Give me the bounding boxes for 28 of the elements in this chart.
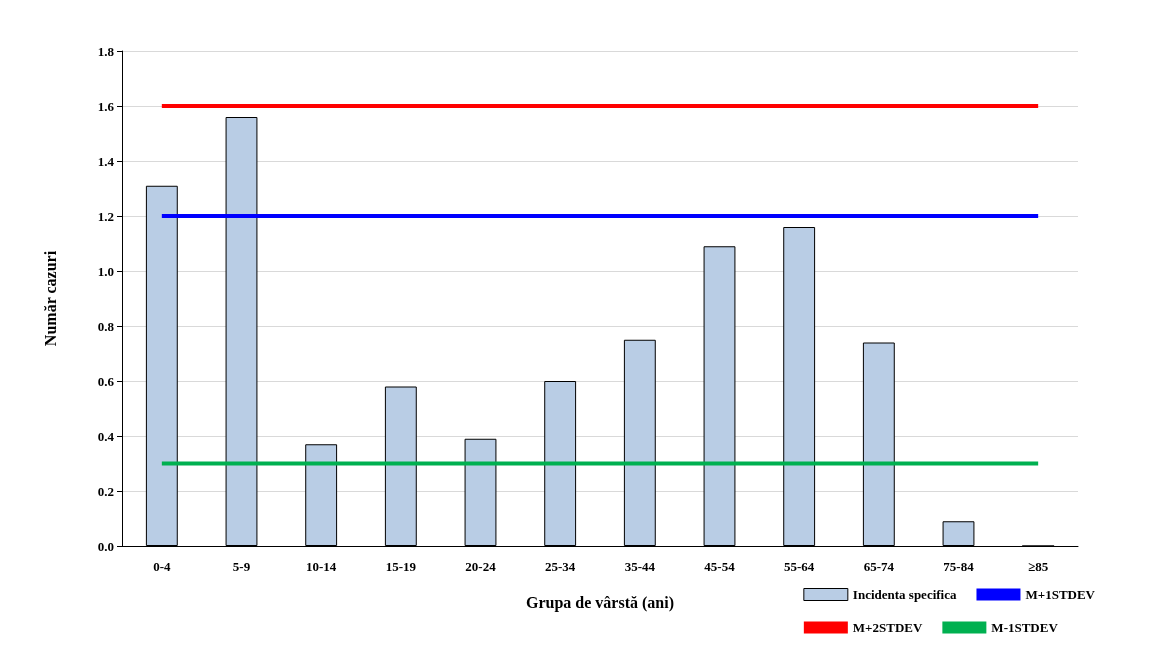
y-tick-label: 1.6 — [97, 98, 115, 114]
legend-label: M-1STDEV — [991, 620, 1059, 635]
y-tick-label: 0.4 — [97, 428, 115, 444]
x-tick-label: 10-14 — [305, 559, 337, 574]
x-tick-label: 25-34 — [544, 559, 576, 574]
y-tick-label: 1.8 — [97, 43, 115, 59]
legend-label: Incidenta specifica — [852, 587, 957, 602]
y-tick-label: 0.8 — [97, 318, 115, 334]
legend-label: M+1STDEV — [1025, 587, 1096, 602]
x-tick-label: 5-9 — [232, 559, 251, 574]
x-axis-title: Grupa de vârstă (ani) — [526, 593, 674, 612]
y-axis-title: Număr cazuri — [41, 250, 59, 347]
x-tick-label: 65-74 — [863, 559, 895, 574]
x-tick-label: 55-64 — [783, 559, 815, 574]
y-tick-label: 0.0 — [97, 538, 114, 554]
x-tick-label: 75-84 — [943, 559, 975, 574]
y-tick-label: 1.4 — [97, 153, 115, 169]
y-tick-label: 0.2 — [97, 483, 114, 499]
x-tick-label: 15-19 — [385, 559, 417, 574]
y-tick-label: 1.0 — [97, 263, 114, 279]
x-tick-label: 0-4 — [153, 559, 171, 574]
x-tick-label: 45-54 — [704, 559, 736, 574]
x-tick-label: ≥85 — [1028, 559, 1049, 574]
x-tick-label: 20-24 — [465, 559, 497, 574]
x-tick-label: 35-44 — [624, 559, 656, 574]
legend-label: M+2STDEV — [852, 620, 923, 635]
y-tick-label: 1.2 — [97, 208, 114, 224]
y-tick-label: 0.6 — [97, 373, 115, 389]
